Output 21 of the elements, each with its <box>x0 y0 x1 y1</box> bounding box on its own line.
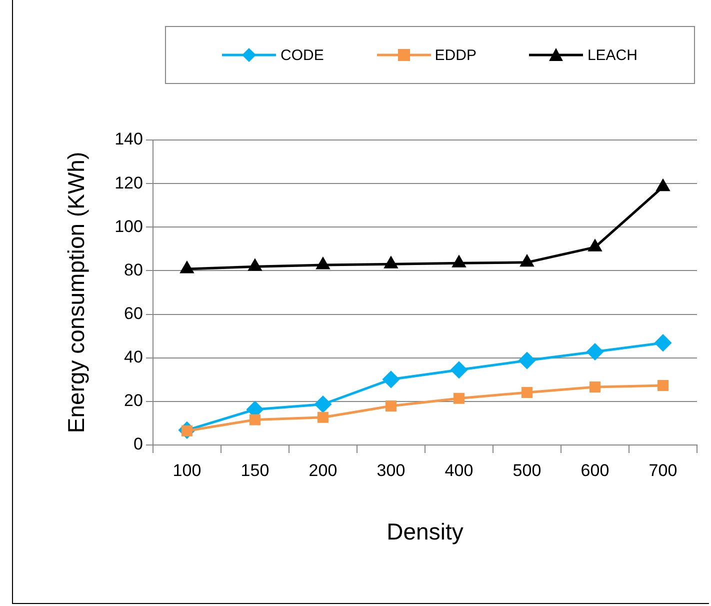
x-tick-label: 600 <box>580 460 610 480</box>
y-tick-label: 140 <box>114 130 143 149</box>
legend-label: LEACH <box>587 46 638 64</box>
x-tick-label: 100 <box>172 460 202 480</box>
y-tick-label: 100 <box>114 216 143 236</box>
x-tick-label: 150 <box>240 460 270 480</box>
x-tick-label: 500 <box>512 460 542 480</box>
x-tick-label: 200 <box>308 460 338 480</box>
y-tick-label: 60 <box>124 304 143 323</box>
x-axis-title: Density <box>386 518 464 545</box>
y-tick-label: 120 <box>114 173 143 192</box>
x-tick-label: 700 <box>648 460 678 480</box>
y-tick-label: 40 <box>124 348 143 367</box>
x-tick-label: 400 <box>444 460 474 480</box>
y-tick-label: 0 <box>133 434 143 454</box>
y-tick-label: 80 <box>124 260 143 280</box>
y-tick-label: 20 <box>124 391 143 410</box>
y-axis-title: Energy consumption (KWh) <box>63 152 90 434</box>
legend-label: CODE <box>280 46 324 64</box>
legend-label: EDDP <box>434 46 476 64</box>
x-tick-label: 300 <box>376 460 406 480</box>
